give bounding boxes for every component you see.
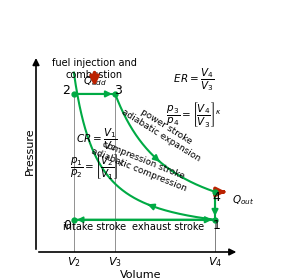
Text: compression stroke
adiabatic compression: compression stroke adiabatic compression bbox=[90, 137, 192, 193]
Text: $Q_{add}$: $Q_{add}$ bbox=[82, 74, 106, 88]
Text: intake stroke: intake stroke bbox=[63, 222, 126, 232]
X-axis label: Volume: Volume bbox=[120, 270, 162, 280]
Text: 4: 4 bbox=[213, 191, 221, 204]
Text: 3: 3 bbox=[114, 84, 122, 97]
Text: 1: 1 bbox=[213, 219, 221, 232]
Text: 2: 2 bbox=[62, 84, 70, 97]
Y-axis label: Pressure: Pressure bbox=[25, 127, 34, 175]
Text: $Q_{out}$: $Q_{out}$ bbox=[232, 193, 254, 207]
Text: power stroke
adiabatic expansion: power stroke adiabatic expansion bbox=[120, 99, 207, 164]
Text: 0: 0 bbox=[63, 219, 71, 232]
Text: $\dfrac{p_1}{p_2} = \left[\dfrac{V_2}{V_1}\right]^\kappa$: $\dfrac{p_1}{p_2} = \left[\dfrac{V_2}{V_… bbox=[70, 152, 125, 181]
Text: $\dfrac{p_3}{p_4} = \left[\dfrac{V_4}{V_3}\right]^\kappa$: $\dfrac{p_3}{p_4} = \left[\dfrac{V_4}{V_… bbox=[160, 101, 221, 129]
Text: $ER = \dfrac{V_4}{V_3}$: $ER = \dfrac{V_4}{V_3}$ bbox=[167, 67, 214, 94]
Text: $CR = \dfrac{V_1}{V_2}$: $CR = \dfrac{V_1}{V_2}$ bbox=[76, 126, 117, 153]
Text: fuel injection and
combustion: fuel injection and combustion bbox=[52, 59, 137, 80]
Text: exhaust stroke: exhaust stroke bbox=[133, 222, 205, 232]
